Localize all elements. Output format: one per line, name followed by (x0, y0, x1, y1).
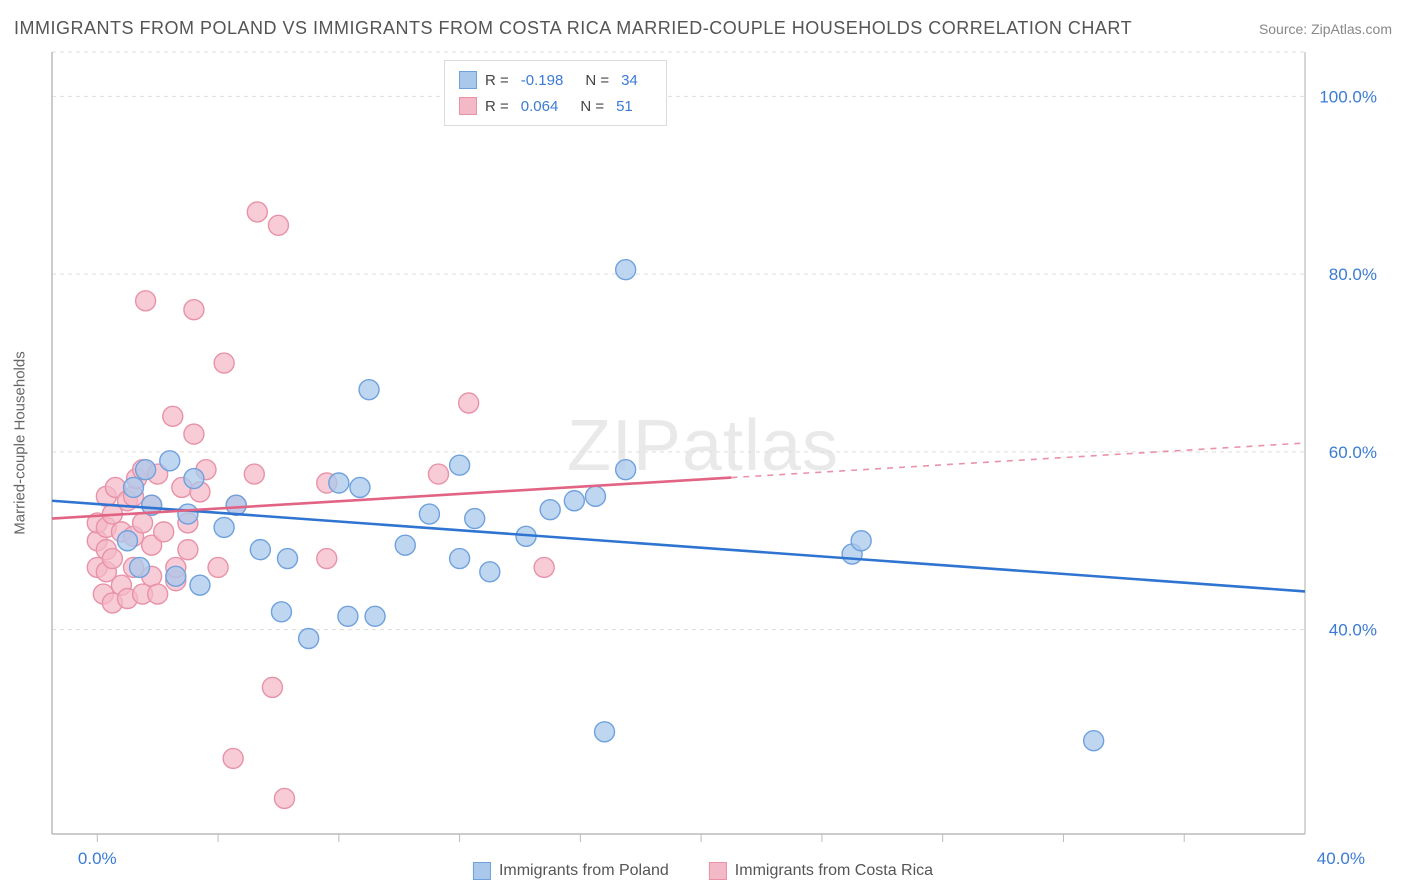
legend-swatch (459, 97, 477, 115)
svg-text:100.0%: 100.0% (1319, 87, 1377, 106)
svg-text:40.0%: 40.0% (1329, 621, 1377, 640)
scatter-chart: 40.0% 60.0% 80.0% 100.0% 0.0% 40.0% (0, 0, 1406, 892)
legend-swatch (459, 71, 477, 89)
svg-text:80.0%: 80.0% (1329, 265, 1377, 284)
svg-text:60.0%: 60.0% (1329, 443, 1377, 462)
svg-text:40.0%: 40.0% (1317, 849, 1365, 868)
stats-legend-row: R =0.064N =51 (459, 93, 652, 119)
stats-legend-row: R =-0.198N =34 (459, 67, 652, 93)
stats-legend: R =-0.198N =34R =0.064N =51 (444, 60, 667, 126)
series-legend: Immigrants from Poland Immigrants from Co… (473, 862, 933, 880)
legend-swatch (709, 862, 727, 880)
series-legend-item: Immigrants from Costa Rica (709, 862, 933, 880)
legend-label: Immigrants from Poland (499, 862, 669, 880)
series-legend-item: Immigrants from Poland (473, 862, 669, 880)
legend-swatch (473, 862, 491, 880)
svg-text:0.0%: 0.0% (78, 849, 117, 868)
legend-label: Immigrants from Costa Rica (735, 862, 933, 880)
